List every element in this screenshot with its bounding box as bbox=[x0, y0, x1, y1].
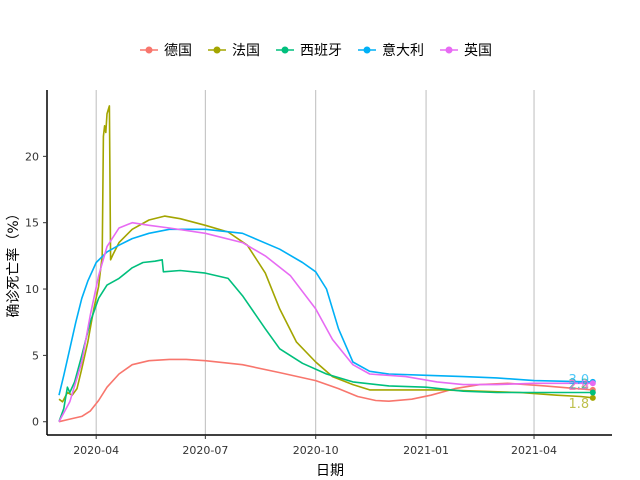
series-line bbox=[58, 221, 593, 423]
y-tick-label: 10 bbox=[25, 283, 39, 296]
legend-label: 意大利 bbox=[382, 42, 424, 59]
grid-lines bbox=[95, 90, 535, 435]
legend-item: 英国 bbox=[440, 42, 492, 59]
series-lines bbox=[58, 105, 593, 423]
x-tick-label: 2020-04 bbox=[73, 444, 119, 457]
legend-label: 法国 bbox=[232, 43, 260, 59]
series-end-point bbox=[589, 394, 596, 401]
legend-item: 西班牙 bbox=[276, 43, 342, 59]
legend-label: 英国 bbox=[464, 42, 492, 59]
series-line bbox=[58, 105, 593, 403]
axes bbox=[46, 90, 612, 436]
series-end-label: 2.2 bbox=[568, 378, 589, 393]
legend-swatch-point bbox=[213, 46, 221, 54]
x-ticks: 2020-04 2020-07 2020-10 2021-01 2021-04 bbox=[73, 435, 557, 457]
y-tick-label: 20 bbox=[25, 150, 39, 163]
legend-swatch-point bbox=[445, 46, 453, 54]
x-axis-title: 日期 bbox=[316, 463, 344, 479]
series-line bbox=[58, 358, 593, 423]
legend-label: 德国 bbox=[164, 43, 192, 59]
y-tick-label: 5 bbox=[32, 349, 39, 362]
x-tick-label: 2020-10 bbox=[293, 444, 339, 457]
legend: 德国 法国 西班牙 意大利 英国 bbox=[140, 42, 492, 59]
series-end-label: 2.9 bbox=[568, 378, 589, 393]
x-tick-label: 2021-04 bbox=[511, 444, 557, 457]
x-tick-label: 2020-07 bbox=[182, 444, 228, 457]
series-line bbox=[58, 228, 593, 396]
legend-label: 西班牙 bbox=[300, 43, 342, 59]
y-axis-title: 确诊死亡率（%） bbox=[5, 206, 22, 317]
legend-swatch-point bbox=[281, 46, 289, 54]
legend-swatch-point bbox=[363, 46, 371, 54]
legend-swatch-point bbox=[145, 46, 153, 54]
y-tick-label: 15 bbox=[25, 217, 39, 230]
series-end-point bbox=[589, 380, 596, 387]
end-labels: 2.4 1.8 2.23.02.9 bbox=[568, 373, 596, 412]
series-end-label: 1.8 bbox=[568, 397, 589, 412]
legend-item: 意大利 bbox=[358, 42, 424, 59]
series-end-point bbox=[589, 389, 596, 396]
legend-item: 法国 bbox=[208, 43, 260, 59]
legend-item: 德国 bbox=[140, 43, 192, 59]
series-end-label: 2.4 bbox=[568, 379, 589, 394]
y-ticks: 0 5 10 15 20 bbox=[25, 150, 47, 429]
series-line bbox=[58, 259, 593, 422]
y-tick-label: 0 bbox=[32, 416, 39, 429]
x-tick-label: 2021-01 bbox=[403, 444, 449, 457]
series-end-label: 3.0 bbox=[568, 373, 589, 388]
